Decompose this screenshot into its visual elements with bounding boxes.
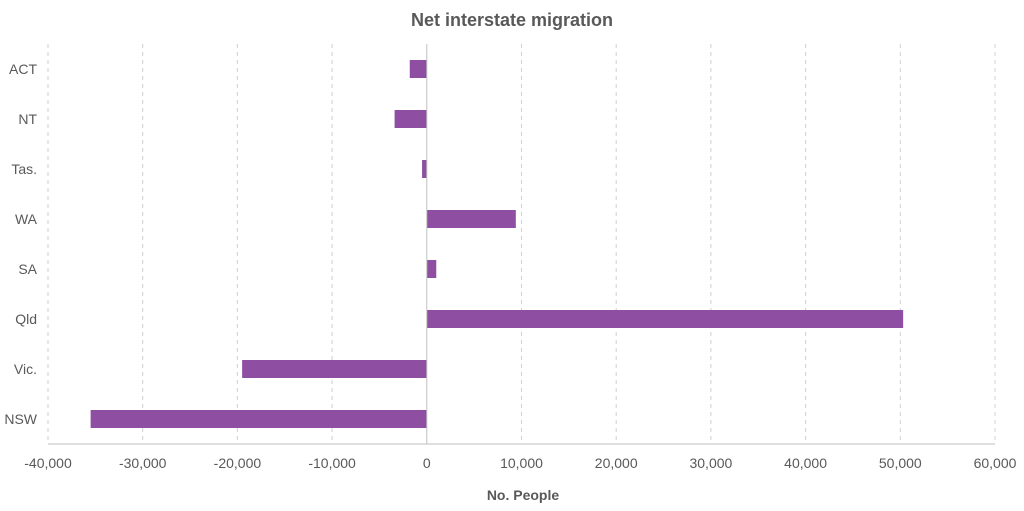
y-tick-label: SA (18, 261, 37, 277)
y-tick-label: Tas. (11, 161, 37, 177)
x-tick-label: 0 (423, 455, 431, 471)
x-tick-label: -40,000 (24, 455, 72, 471)
bar-act (409, 60, 427, 78)
bar-nsw (90, 410, 427, 428)
grid-layer (47, 44, 996, 444)
x-tick-label: -10,000 (308, 455, 356, 471)
x-tick-label: -20,000 (214, 455, 262, 471)
x-tick-label: 40,000 (784, 455, 827, 471)
y-tick-label: NT (18, 111, 37, 127)
bar-nt (394, 110, 427, 128)
bar-qld (426, 310, 904, 328)
x-tick-label: 60,000 (974, 455, 1017, 471)
x-axis-label: No. People (487, 487, 560, 503)
bar-wa (426, 210, 516, 228)
y-tick-labels: ACT NT Tas. WA SA Qld Vic. NSW (4, 61, 37, 427)
y-tick-label: Qld (15, 311, 37, 327)
x-tick-label: 50,000 (879, 455, 922, 471)
axis-layer (48, 44, 995, 445)
x-tick-label: 20,000 (595, 455, 638, 471)
bar-vic (242, 360, 427, 378)
x-tick-label: 10,000 (500, 455, 543, 471)
bar-layer (90, 60, 904, 428)
y-tick-label: WA (15, 211, 38, 227)
bar-sa (426, 260, 437, 278)
x-tick-label: 30,000 (689, 455, 732, 471)
x-tick-labels: -40,000 -30,000 -20,000 -10,000 0 10,000 20,00… (24, 455, 1016, 471)
y-tick-label: ACT (9, 61, 37, 77)
x-tick-label: -30,000 (119, 455, 167, 471)
y-tick-label: Vic. (14, 361, 37, 377)
y-tick-label: NSW (4, 411, 37, 427)
bar-tas (422, 160, 427, 178)
chart-title: Net interstate migration (411, 10, 613, 30)
